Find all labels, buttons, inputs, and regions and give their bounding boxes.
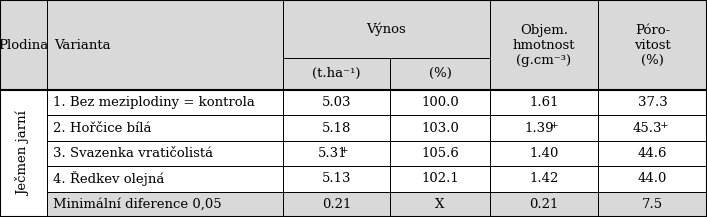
Text: 1.39: 1.39 xyxy=(524,122,554,135)
Text: 1.40: 1.40 xyxy=(530,147,559,160)
Text: +: + xyxy=(660,121,669,130)
Text: 44.6: 44.6 xyxy=(638,147,667,160)
Bar xyxy=(490,115,598,141)
Text: 102.1: 102.1 xyxy=(421,173,459,185)
Bar xyxy=(390,90,490,115)
Text: 5.18: 5.18 xyxy=(322,122,351,135)
Bar xyxy=(47,0,283,90)
Text: 105.6: 105.6 xyxy=(421,147,459,160)
Bar xyxy=(598,141,707,166)
Text: 1.61: 1.61 xyxy=(530,96,559,109)
Text: Plodina: Plodina xyxy=(0,38,49,51)
Text: Ječmen jarní: Ječmen jarní xyxy=(16,111,30,196)
Bar xyxy=(598,115,707,141)
Text: Objem.
hmotnost
(g.cm⁻³): Objem. hmotnost (g.cm⁻³) xyxy=(513,23,575,67)
Bar xyxy=(390,166,490,192)
Bar xyxy=(0,90,47,217)
Bar xyxy=(390,115,490,141)
Text: 44.0: 44.0 xyxy=(638,173,667,185)
Bar xyxy=(598,166,707,192)
Bar xyxy=(598,90,707,115)
Text: 1. Bez meziplodiny = kontrola: 1. Bez meziplodiny = kontrola xyxy=(53,96,255,109)
Text: +: + xyxy=(340,146,349,155)
Text: 37.3: 37.3 xyxy=(638,96,667,109)
Text: X: X xyxy=(436,198,445,211)
Bar xyxy=(490,0,598,90)
Text: 100.0: 100.0 xyxy=(421,96,459,109)
Bar xyxy=(283,58,390,90)
Bar xyxy=(47,192,283,217)
Bar xyxy=(47,141,283,166)
Text: +: + xyxy=(549,121,559,130)
Text: 5.03: 5.03 xyxy=(322,96,351,109)
Bar xyxy=(0,0,47,90)
Text: 1.42: 1.42 xyxy=(530,173,559,185)
Bar xyxy=(390,192,490,217)
Bar xyxy=(490,166,598,192)
Text: (%): (%) xyxy=(428,67,452,80)
Text: 4. Ředkev olejná: 4. Ředkev olejná xyxy=(53,171,164,186)
Bar xyxy=(283,115,390,141)
Bar xyxy=(283,0,490,58)
Bar xyxy=(598,0,707,90)
Bar xyxy=(47,115,283,141)
Text: 3. Svazenka vratičolistá: 3. Svazenka vratičolistá xyxy=(53,147,213,160)
Text: 0.21: 0.21 xyxy=(530,198,559,211)
Text: Póro-
vitost
(%): Póro- vitost (%) xyxy=(634,23,671,67)
Text: 5.13: 5.13 xyxy=(322,173,351,185)
Text: 7.5: 7.5 xyxy=(642,198,663,211)
Bar xyxy=(490,141,598,166)
Text: Minimální diference 0,05: Minimální diference 0,05 xyxy=(53,198,221,211)
Text: 103.0: 103.0 xyxy=(421,122,459,135)
Text: 45.3: 45.3 xyxy=(633,122,662,135)
Bar xyxy=(490,90,598,115)
Text: Výnos: Výnos xyxy=(367,22,407,36)
Bar xyxy=(283,166,390,192)
Bar xyxy=(390,58,490,90)
Text: Varianta: Varianta xyxy=(54,38,110,51)
Bar xyxy=(598,192,707,217)
Bar xyxy=(390,141,490,166)
Bar xyxy=(283,141,390,166)
Text: 2. Hořčice bílá: 2. Hořčice bílá xyxy=(53,122,151,135)
Text: 0.21: 0.21 xyxy=(322,198,351,211)
Text: 5.31: 5.31 xyxy=(317,147,347,160)
Bar xyxy=(47,90,283,115)
Bar xyxy=(283,90,390,115)
Bar xyxy=(47,166,283,192)
Text: (t.ha⁻¹): (t.ha⁻¹) xyxy=(312,67,361,80)
Bar xyxy=(283,192,390,217)
Bar xyxy=(490,192,598,217)
